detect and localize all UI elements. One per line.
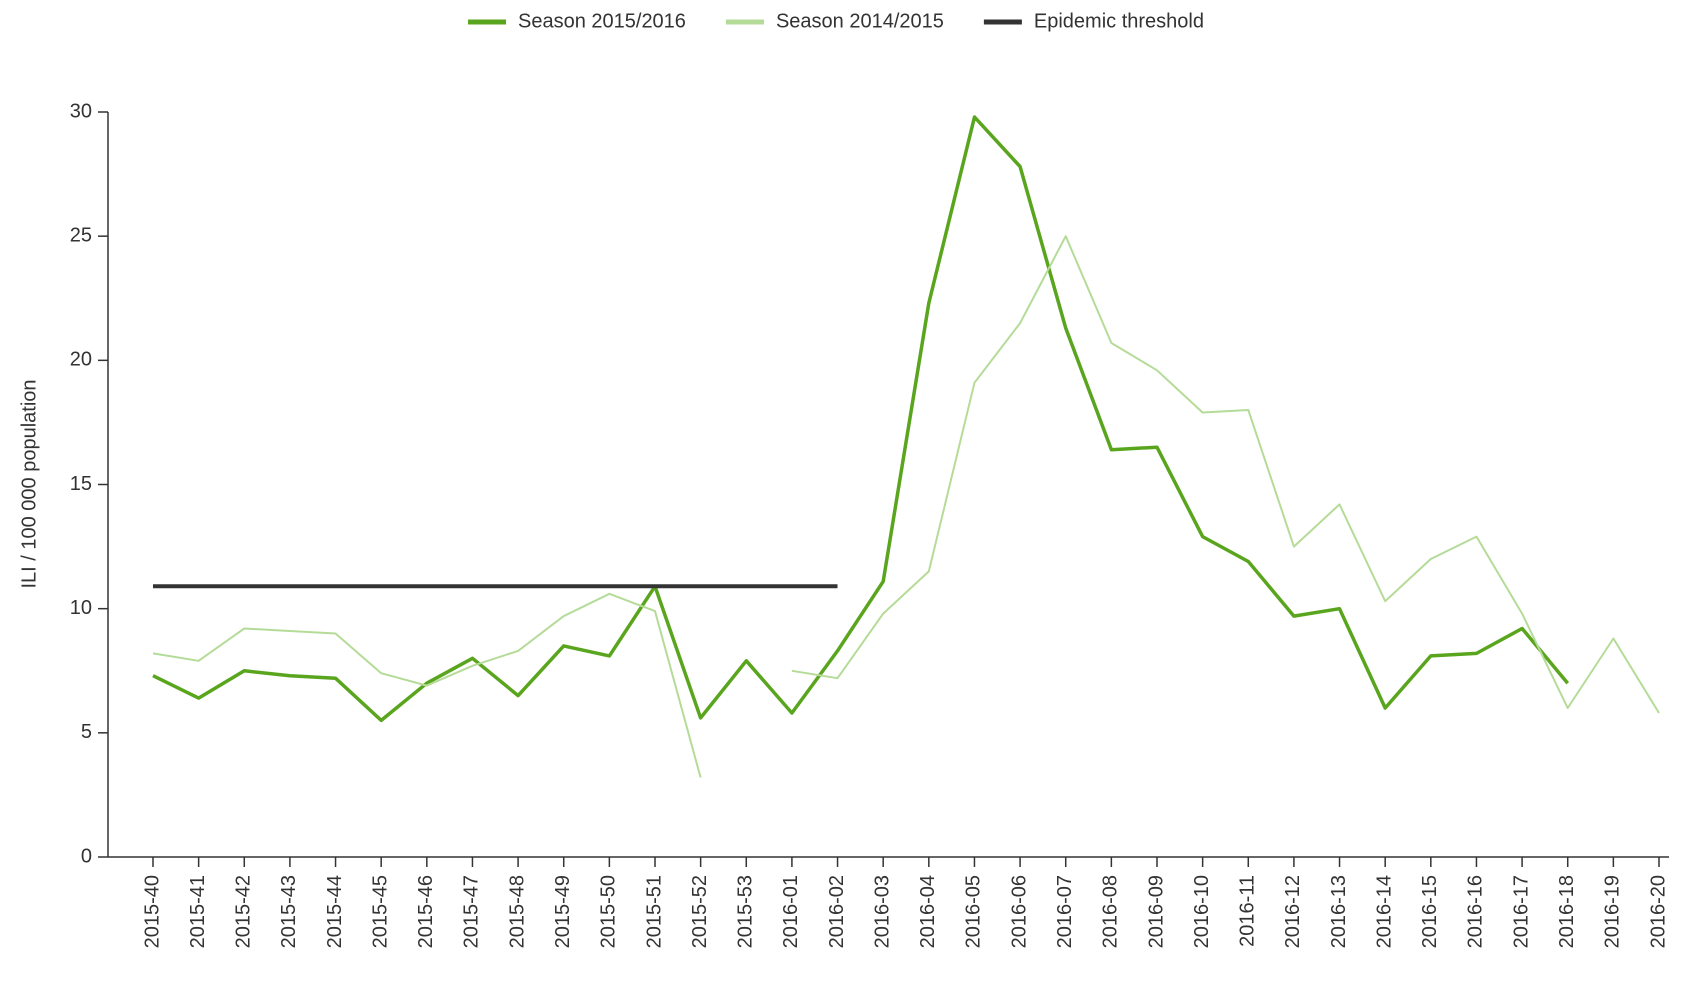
series-line <box>152 115 1570 723</box>
x-tick-label: 2016-10 <box>1191 875 1213 948</box>
x-tick-label: 2015-42 <box>233 875 255 948</box>
x-tick-label: 2016-16 <box>1465 875 1487 948</box>
x-tick-label: 2015-43 <box>278 875 300 948</box>
y-tick-label: 25 <box>70 224 92 246</box>
x-tick-label: 2015-40 <box>141 875 163 948</box>
x-tick-label: 2015-47 <box>461 875 483 948</box>
x-tick-label: 2016-14 <box>1373 875 1395 948</box>
series-line <box>152 235 1660 778</box>
x-tick-label: 2016-08 <box>1100 875 1122 948</box>
x-tick-label: 2016-11 <box>1237 875 1259 947</box>
x-tick-label: 2015-46 <box>415 875 437 948</box>
y-tick-label: 0 <box>81 845 92 867</box>
x-tick-label: 2016-02 <box>826 875 848 948</box>
x-tick-label: 2016-03 <box>871 875 893 948</box>
x-tick-label: 2016-20 <box>1647 875 1669 948</box>
x-tick-label: 2015-45 <box>369 875 391 948</box>
x-tick-label: 2016-04 <box>917 875 939 948</box>
x-tick-label: 2016-07 <box>1054 875 1076 948</box>
x-tick-label: 2016-12 <box>1282 875 1304 948</box>
y-tick-label: 30 <box>70 100 92 122</box>
y-tick-label: 10 <box>70 597 92 619</box>
y-tick-label: 15 <box>70 473 92 495</box>
legend-label: Season 2015/2016 <box>518 10 686 32</box>
x-tick-label: 2015-50 <box>598 875 620 948</box>
x-tick-label: 2016-17 <box>1510 875 1532 948</box>
x-tick-label: 2016-18 <box>1556 875 1578 948</box>
x-tick-label: 2015-48 <box>506 875 528 948</box>
x-tick-label: 2015-51 <box>643 875 665 948</box>
x-tick-label: 2016-19 <box>1602 875 1624 948</box>
y-tick-label: 5 <box>81 721 92 743</box>
x-tick-label: 2016-05 <box>963 875 985 948</box>
x-tick-label: 2015-44 <box>324 875 346 948</box>
x-tick-label: 2016-01 <box>780 875 802 948</box>
x-tick-label: 2016-09 <box>1145 875 1167 948</box>
y-tick-label: 20 <box>70 349 92 371</box>
x-tick-label: 2015-41 <box>187 875 209 948</box>
x-tick-label: 2015-49 <box>552 875 574 948</box>
x-tick-label: 2016-13 <box>1328 875 1350 948</box>
x-tick-label: 2015-52 <box>689 875 711 948</box>
y-axis-label: ILI / 100 000 population <box>18 379 40 588</box>
x-tick-label: 2015-53 <box>735 875 757 948</box>
x-tick-label: 2016-06 <box>1008 875 1030 948</box>
legend-label: Season 2014/2015 <box>776 10 944 32</box>
x-tick-label: 2016-15 <box>1419 875 1441 948</box>
legend-label: Epidemic threshold <box>1034 10 1204 32</box>
